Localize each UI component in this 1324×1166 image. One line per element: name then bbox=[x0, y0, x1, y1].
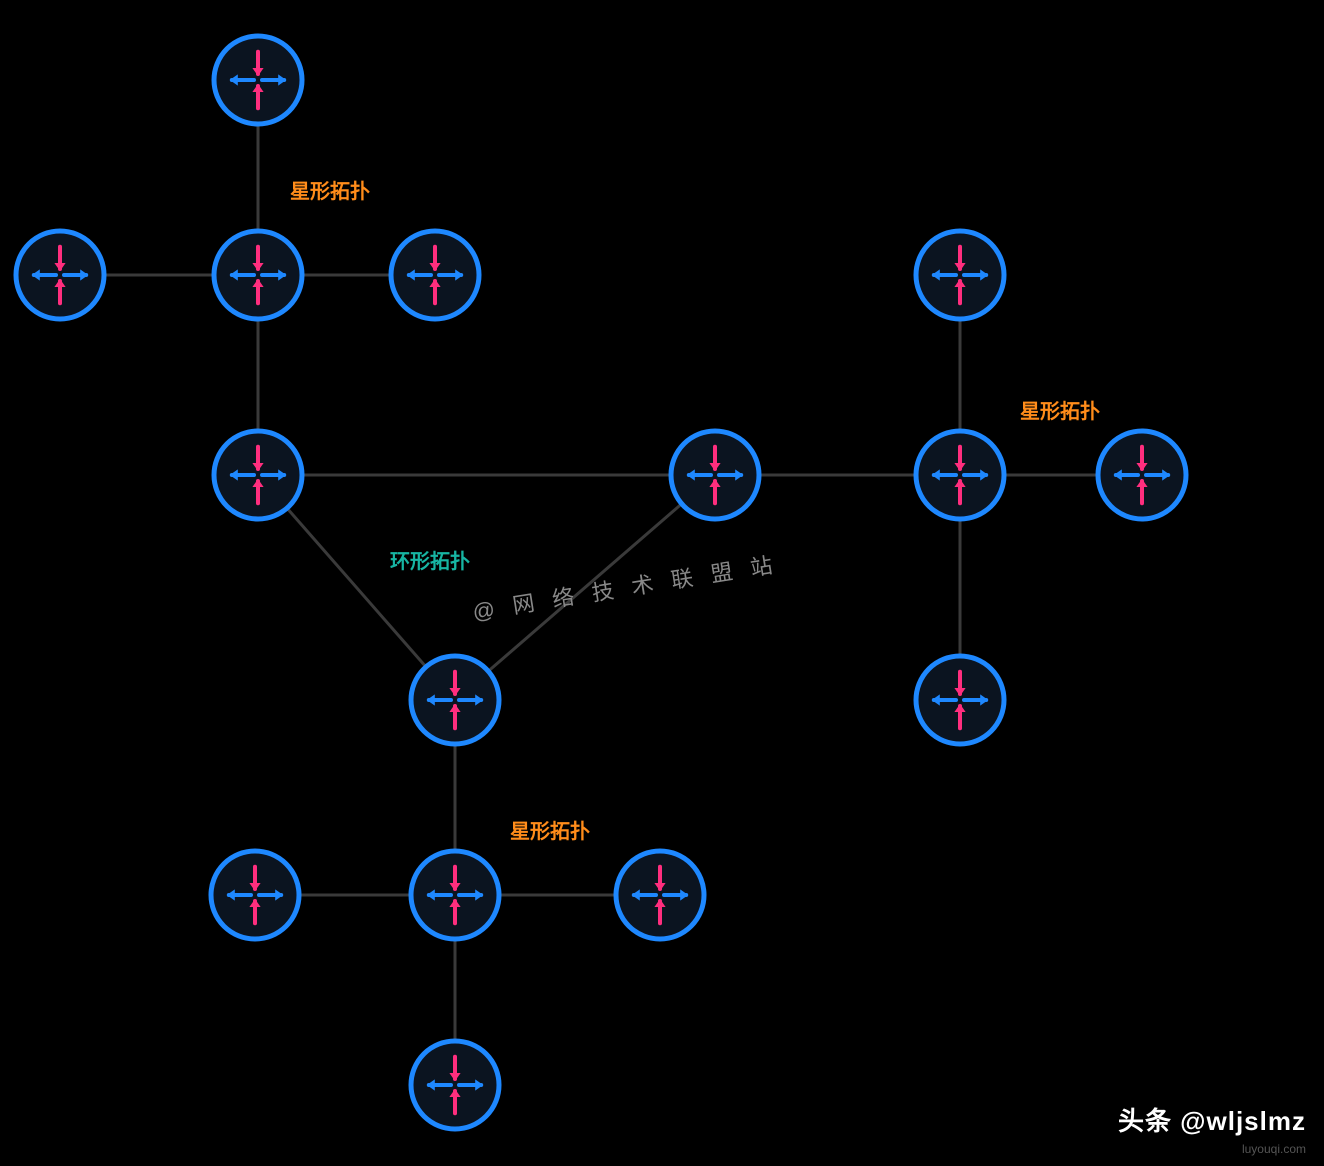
router-node-ring-c bbox=[411, 656, 499, 744]
router-node-s1-bottom bbox=[214, 431, 302, 519]
router-node-s1-right bbox=[391, 231, 479, 319]
edge bbox=[455, 475, 715, 700]
router-node-s2-bottom bbox=[916, 656, 1004, 744]
router-node-ring-b bbox=[671, 431, 759, 519]
router-node-s1-top bbox=[214, 36, 302, 124]
router-node-s3-bottom bbox=[411, 1041, 499, 1129]
edges-group bbox=[60, 80, 1142, 1085]
router-node-s2-center bbox=[916, 431, 1004, 519]
topology-svg bbox=[0, 0, 1324, 1166]
router-node-s2-right bbox=[1098, 431, 1186, 519]
nodes-group bbox=[16, 36, 1186, 1129]
router-node-s3-right bbox=[616, 851, 704, 939]
router-node-s3-center bbox=[411, 851, 499, 939]
router-node-s3-left bbox=[211, 851, 299, 939]
router-node-s1-left bbox=[16, 231, 104, 319]
router-node-s1-center bbox=[214, 231, 302, 319]
router-node-s2-top bbox=[916, 231, 1004, 319]
diagram-stage: @ 网 络 技 术 联 盟 站 头条 @wljslmz luyouqi.com … bbox=[0, 0, 1324, 1166]
